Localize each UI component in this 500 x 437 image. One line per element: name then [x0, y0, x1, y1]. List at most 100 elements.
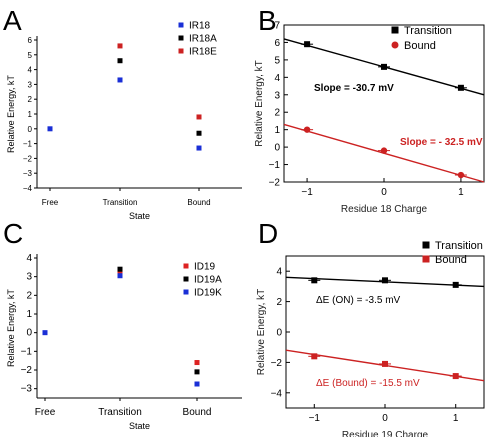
y-tick-label: 6 [274, 38, 280, 49]
legend-marker [178, 35, 184, 41]
x-tick-label: −1 [309, 413, 321, 424]
y-tick-label: 3 [274, 90, 280, 101]
data-point [303, 126, 311, 133]
data-point [117, 77, 123, 83]
y-axis-title: Relative Energy, kT [6, 75, 16, 153]
legend-label: Bound [404, 40, 436, 52]
x-tick-label: Free [42, 198, 59, 207]
x-tick-label: Bound [187, 198, 210, 207]
panel-a-chart: −4 −3 −2 −1 0 1 2 3 4 5 6 Free Transition Bound State R… [6, 21, 242, 221]
legend-label: ID19K [194, 288, 222, 299]
data-point [311, 353, 318, 360]
x-tick-label: 1 [453, 413, 459, 424]
y-tick-label: 2 [276, 297, 282, 308]
data-point [194, 369, 200, 375]
y-tick-label: 5 [28, 51, 33, 60]
legend-marker [391, 26, 399, 34]
panel-b-letter: B [258, 5, 277, 36]
x-tick-label: 0 [382, 413, 388, 424]
data-point [47, 126, 53, 132]
y-tick-label: −2 [269, 178, 281, 189]
y-axis-title: Relative Energy, kT [6, 289, 16, 367]
x-axis-title: Residue 19 Charge [342, 430, 429, 437]
x-axis-title: State [129, 421, 150, 431]
y-tick-label: −2 [23, 154, 33, 163]
legend-marker [178, 48, 184, 54]
legend-marker [183, 276, 189, 282]
x-tick-label: Free [35, 407, 56, 418]
data-point [457, 84, 464, 91]
y-tick-label: 7 [274, 21, 280, 32]
data-point [117, 266, 123, 272]
data-point [452, 373, 459, 380]
data-point [380, 147, 388, 154]
y-tick-label: 4 [26, 253, 32, 264]
y-tick-label: 1 [28, 110, 33, 119]
data-point [304, 41, 311, 48]
data-point [194, 381, 200, 387]
data-point [194, 360, 200, 366]
y-tick-label: 0 [28, 125, 33, 134]
x-axis-title: State [129, 211, 150, 221]
y-tick-label: 0 [274, 143, 280, 154]
y-tick-label: 2 [28, 95, 33, 104]
x-tick-label: Transition [103, 198, 138, 207]
y-tick-label: −3 [21, 384, 33, 395]
slope-annotation: ΔE (Bound) = -15.5 mV [316, 378, 420, 389]
data-point [196, 145, 202, 151]
legend-label: IR18E [189, 47, 217, 58]
legend-marker [183, 263, 189, 269]
panel-a-letter: A [3, 5, 22, 36]
data-point [382, 277, 388, 284]
y-tick-label: −1 [269, 160, 281, 171]
data-point [382, 360, 388, 367]
data-point [452, 281, 459, 288]
x-tick-label: 0 [381, 187, 387, 198]
y-tick-label: 4 [276, 267, 282, 278]
legend-label: ID19 [194, 262, 216, 273]
legend-label: Bound [435, 254, 467, 266]
y-tick-label: 0 [26, 328, 32, 339]
legend-label: ID19A [194, 275, 222, 286]
data-point [457, 171, 465, 179]
legend-marker [391, 41, 399, 49]
y-tick-label: −4 [23, 184, 33, 193]
data-point [117, 270, 123, 276]
panel-c-letter: C [3, 218, 23, 249]
y-tick-label: 0 [276, 328, 282, 339]
legend-label: IR18A [189, 34, 217, 45]
data-point [117, 58, 123, 64]
y-tick-label: 4 [274, 73, 280, 84]
legend-label: Transition [435, 240, 483, 252]
panel-b-chart: −2 −1 0 1 2 3 4 5 6 7 −1 0 1 Residue 18 Charge Relativ… [254, 21, 485, 215]
y-tick-label: −4 [271, 388, 283, 399]
data-point [196, 114, 202, 120]
y-tick-label: −3 [23, 169, 33, 178]
slope-annotation: ΔE (ON) = -3.5 mV [316, 295, 401, 306]
y-tick-label: 3 [28, 80, 33, 89]
y-tick-label: 6 [28, 36, 33, 45]
y-axis-title: Relative Energy, kT [256, 289, 267, 376]
x-tick-label: 1 [458, 187, 464, 198]
y-tick-label: 1 [274, 125, 280, 136]
y-tick-label: 2 [274, 108, 280, 119]
legend-marker [422, 255, 430, 263]
legend-marker [183, 289, 189, 295]
panel-c-chart: −3 −2 −1 0 1 2 3 4 Free Transition Bound State Relat… [6, 253, 242, 431]
x-tick-label: −1 [301, 187, 313, 198]
y-tick-label: −1 [23, 140, 33, 149]
data-point [42, 330, 48, 336]
legend-marker [422, 241, 430, 249]
y-tick-label: 1 [26, 309, 32, 320]
plot-frame [283, 24, 485, 183]
y-tick-label: 2 [26, 290, 32, 301]
y-tick-label: 4 [28, 66, 33, 75]
panel-d-chart: −4 −2 0 2 4 −1 0 1 Residue 19 Charge Relative Ene… [256, 240, 485, 437]
data-point [196, 130, 202, 136]
slope-annotation: Slope = - 32.5 mV [400, 137, 483, 148]
data-point [311, 277, 318, 284]
data-point [117, 273, 123, 279]
y-axis-title: Relative Energy, kT [254, 60, 265, 147]
x-tick-label: Bound [183, 407, 212, 418]
